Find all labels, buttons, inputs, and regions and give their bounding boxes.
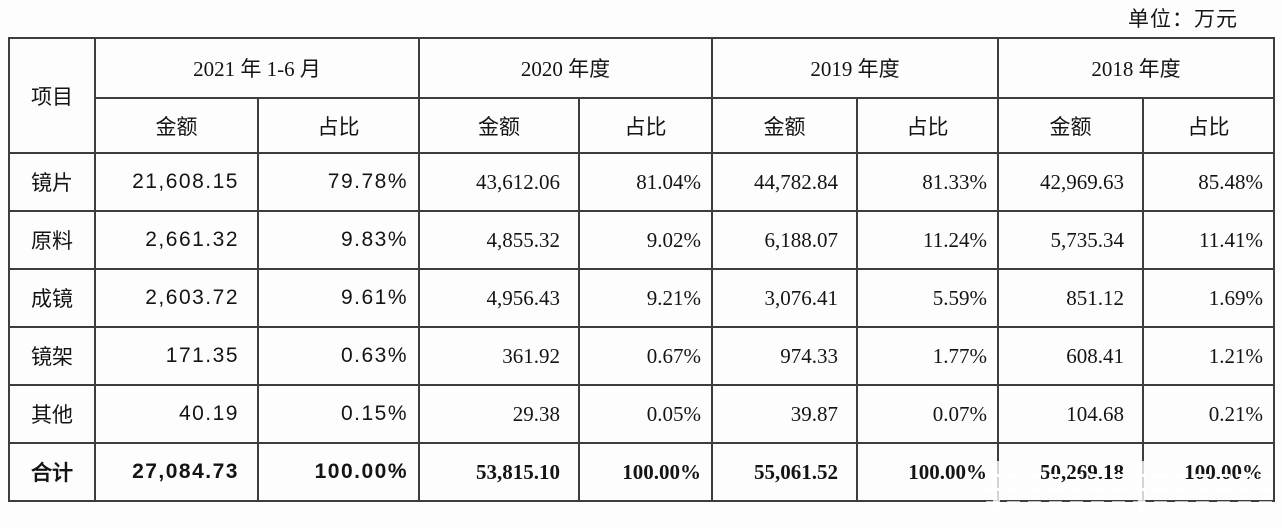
cell-value: 53,815.10 <box>418 442 580 502</box>
header-period-2021: 2021 年 1-6 月 <box>94 37 420 99</box>
cell-value: 104.68 <box>997 384 1144 444</box>
header-2021-amount: 金额 <box>94 97 259 154</box>
row-label: 原料 <box>8 210 96 270</box>
revenue-breakdown-table: 项目 2021 年 1-6 月 2020 年度 2019 年度 2018 年度 … <box>8 37 1275 502</box>
cell-value: 55,061.52 <box>711 442 858 502</box>
cell-value: 9.02% <box>578 210 713 270</box>
cell-value: 0.15% <box>257 384 420 444</box>
cell-value: 6,188.07 <box>711 210 858 270</box>
cell-value: 0.05% <box>578 384 713 444</box>
header-2018-share: 占比 <box>1142 97 1275 154</box>
cell-value: 100.00% <box>578 442 713 502</box>
cell-value: 0.63% <box>257 326 420 386</box>
table-row-raw-materials: 原料 2,661.32 9.83% 4,855.32 9.02% 6,188.0… <box>8 210 1275 270</box>
cell-value: 5.59% <box>856 268 999 328</box>
cell-value: 11.41% <box>1142 210 1275 270</box>
cell-value: 4,956.43 <box>418 268 580 328</box>
cell-value: 29.38 <box>418 384 580 444</box>
header-row-periods: 项目 2021 年 1-6 月 2020 年度 2019 年度 2018 年度 <box>8 37 1275 154</box>
cell-value: 361.92 <box>418 326 580 386</box>
cell-value: 4,855.32 <box>418 210 580 270</box>
cell-value: 1.21% <box>1142 326 1275 386</box>
cell-value: 79.78% <box>257 152 420 212</box>
cell-value: 100.00% <box>856 442 999 502</box>
table-row-frames: 镜架 171.35 0.63% 361.92 0.67% 974.33 1.77… <box>8 326 1275 386</box>
table-row-others: 其他 40.19 0.15% 29.38 0.05% 39.87 0.07% 1… <box>8 384 1275 444</box>
table-row-total: 合计 27,084.73 100.00% 53,815.10 100.00% 5… <box>8 442 1275 502</box>
cell-value: 9.21% <box>578 268 713 328</box>
cell-value: 44,782.84 <box>711 152 858 212</box>
cell-value: 2,603.72 <box>94 268 259 328</box>
cell-value: 974.33 <box>711 326 858 386</box>
header-item: 项目 <box>8 37 96 154</box>
cell-value: 27,084.73 <box>94 442 259 502</box>
cell-value: 40.19 <box>94 384 259 444</box>
cell-value: 2,661.32 <box>94 210 259 270</box>
header-2020-amount: 金额 <box>418 97 580 154</box>
table-row-lenses: 镜片 21,608.15 79.78% 43,612.06 81.04% 44,… <box>8 152 1275 212</box>
cell-value: 851.12 <box>997 268 1144 328</box>
header-2019-share: 占比 <box>856 97 999 154</box>
row-label: 其他 <box>8 384 96 444</box>
cell-value: 608.41 <box>997 326 1144 386</box>
cell-value: 81.33% <box>856 152 999 212</box>
header-2018-amount: 金额 <box>997 97 1144 154</box>
row-label: 镜架 <box>8 326 96 386</box>
cell-value: 0.21% <box>1142 384 1275 444</box>
row-label: 成镜 <box>8 268 96 328</box>
header-2020-share: 占比 <box>578 97 713 154</box>
header-period-2020: 2020 年度 <box>418 37 713 99</box>
cell-value: 9.83% <box>257 210 420 270</box>
cell-value: 9.61% <box>257 268 420 328</box>
cell-value: 1.77% <box>856 326 999 386</box>
header-row-measures: 金额 占比 金额 占比 金额 占比 金额 占比 <box>9 97 1275 154</box>
row-label: 镜片 <box>8 152 96 212</box>
cell-value: 3,076.41 <box>711 268 858 328</box>
cell-value: 39.87 <box>711 384 858 444</box>
cell-value: 81.04% <box>578 152 713 212</box>
cell-value: 171.35 <box>94 326 259 386</box>
cell-value: 21,608.15 <box>94 152 259 212</box>
cell-value: 5,735.34 <box>997 210 1144 270</box>
cell-value: 1.69% <box>1142 268 1275 328</box>
header-period-2018: 2018 年度 <box>997 37 1275 99</box>
cell-value: 100.00% <box>257 442 420 502</box>
cell-value: 85.48% <box>1142 152 1275 212</box>
row-label: 合计 <box>8 442 96 502</box>
cell-value: 0.67% <box>578 326 713 386</box>
cell-value: 50,269.18 <box>997 442 1144 502</box>
unit-label: 单位：万元 <box>1128 7 1238 31</box>
cell-value: 43,612.06 <box>418 152 580 212</box>
header-period-2019: 2019 年度 <box>711 37 999 99</box>
header-2021-share: 占比 <box>257 97 420 154</box>
cell-value: 100.00% <box>1142 442 1275 502</box>
cell-value: 42,969.63 <box>997 152 1144 212</box>
header-2019-amount: 金额 <box>711 97 858 154</box>
cell-value: 0.07% <box>856 384 999 444</box>
cell-value: 11.24% <box>856 210 999 270</box>
table-row-finished-glasses: 成镜 2,603.72 9.61% 4,956.43 9.21% 3,076.4… <box>8 268 1275 328</box>
